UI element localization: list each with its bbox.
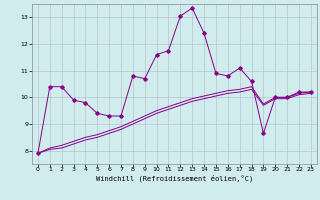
- X-axis label: Windchill (Refroidissement éolien,°C): Windchill (Refroidissement éolien,°C): [96, 175, 253, 182]
